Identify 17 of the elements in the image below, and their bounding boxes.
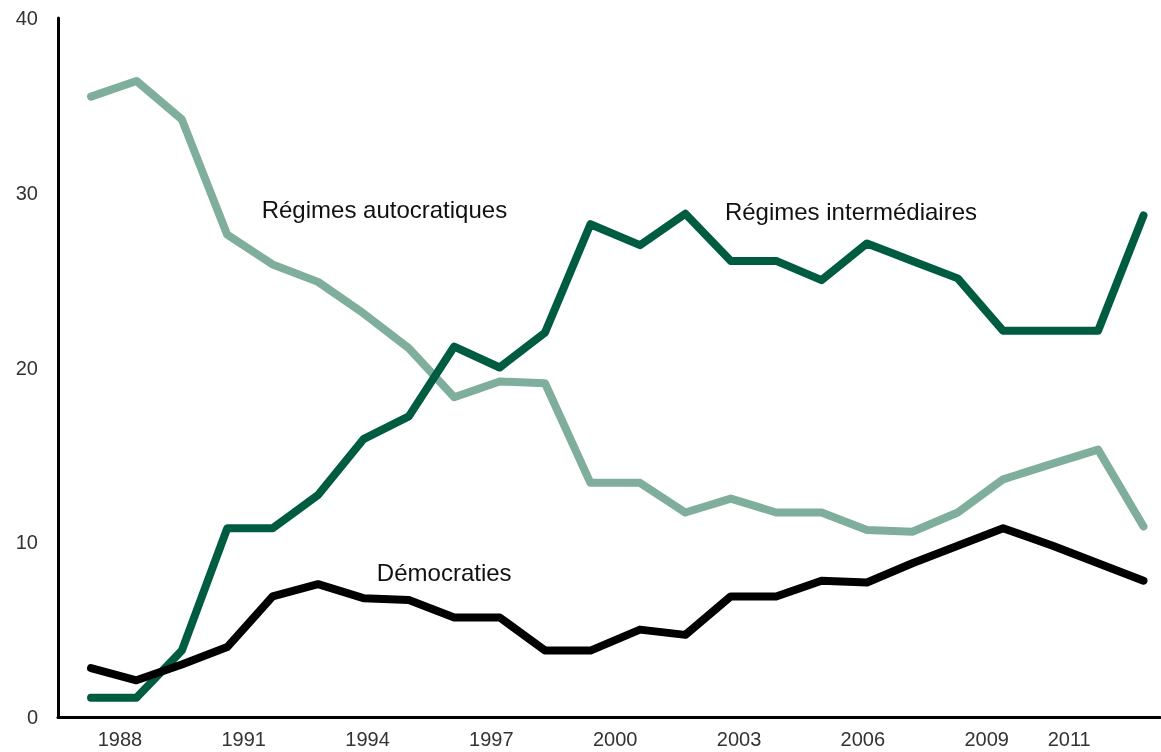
x-tick-label: 1991 [221,728,266,750]
y-tick-label: 0 [26,706,38,728]
x-tick-label: 2003 [716,728,762,750]
series-label: Régimes intermédiaires [724,197,978,225]
y-tick-label: 30 [15,181,38,204]
y-tick-label: 20 [15,356,38,379]
series-label: Démocraties [376,558,512,586]
x-tick-label: 1994 [345,728,390,750]
y-tick-label: 40 [15,7,38,29]
series-label: Régimes autocratiques [261,195,508,223]
x-tick-label: 2000 [592,728,638,750]
x-tick-label: 2011 [1047,728,1091,750]
y-tick-label: 10 [15,531,38,554]
x-tick-label: 2006 [840,728,886,750]
x-tick-label: 1988 [97,728,143,750]
x-tick-label: 2009 [964,728,1009,750]
x-tick-label: 1997 [469,728,514,750]
